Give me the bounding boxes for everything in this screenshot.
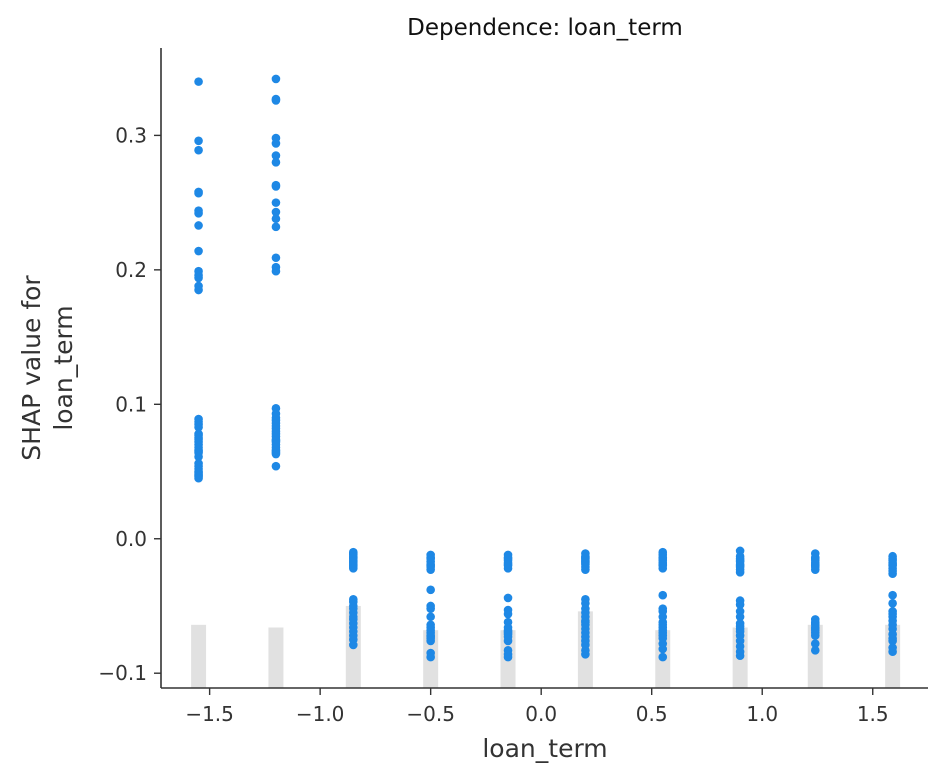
y-axis-ticks: −0.1 0.0 0.1 0.2 0.3 <box>98 123 161 685</box>
scatter-point <box>581 553 590 562</box>
scatter-point <box>271 222 281 232</box>
scatter-point <box>503 636 513 646</box>
histogram-layer <box>191 605 901 688</box>
scatter-point <box>735 600 745 609</box>
scatter-point <box>810 554 820 564</box>
y-axis-label-line-2: loan_term <box>49 305 78 430</box>
scatter-point <box>888 598 897 608</box>
scatter-point <box>271 253 281 263</box>
scatter-point <box>888 609 897 619</box>
scatter-point <box>194 221 203 230</box>
scatter-point <box>735 568 745 577</box>
x-tick-label: −1.0 <box>296 702 345 726</box>
scatter-point <box>810 624 820 634</box>
scatter-point <box>810 639 820 648</box>
scatter-point <box>735 612 745 622</box>
scatter-point <box>888 636 897 646</box>
scatter-point <box>271 266 281 276</box>
scatter-point <box>735 621 745 631</box>
y-tick-label: −0.1 <box>98 661 147 685</box>
scatter-point <box>271 151 281 160</box>
points-layer <box>194 74 897 662</box>
scatter-point <box>194 77 203 86</box>
histogram-bar <box>191 624 207 688</box>
scatter-point <box>888 629 897 639</box>
scatter-point <box>503 652 513 662</box>
scatter-point <box>503 593 513 603</box>
y-tick-label: 0.3 <box>115 123 147 147</box>
scatter-point <box>581 650 590 659</box>
scatter-point <box>271 198 281 207</box>
histogram-bar <box>807 624 823 688</box>
scatter-point <box>194 473 203 483</box>
scatter-point <box>658 633 668 643</box>
scatter-point <box>426 585 435 595</box>
x-axis-label: loan_term <box>482 734 607 763</box>
scatter-point <box>735 561 745 570</box>
y-tick-label: 0.0 <box>115 527 147 551</box>
scatter-point <box>349 564 358 573</box>
y-axis-label: SHAP value for loan_term <box>17 275 78 461</box>
scatter-point <box>658 652 668 662</box>
scatter-point <box>194 285 203 295</box>
scatter-point <box>194 145 203 155</box>
scatter-point <box>581 565 590 574</box>
y-axis-label-line-1: SHAP value for <box>17 275 46 461</box>
scatter-point <box>194 246 203 256</box>
scatter-point <box>271 214 281 224</box>
scatter-point <box>271 96 281 105</box>
scatter-point <box>503 560 513 569</box>
scatter-point <box>349 640 358 650</box>
chart-title: Dependence: loan_term <box>407 15 683 41</box>
histogram-bar <box>268 627 284 688</box>
scatter-point <box>426 652 435 662</box>
scatter-point <box>503 609 513 619</box>
scatter-point <box>271 182 281 191</box>
scatter-point <box>271 139 281 148</box>
scatter-point <box>888 560 897 569</box>
scatter-point <box>888 647 897 656</box>
x-tick-label: 1.0 <box>746 702 778 726</box>
scatter-point <box>271 461 281 471</box>
scatter-point <box>810 646 820 655</box>
scatter-point <box>658 644 668 654</box>
scatter-point <box>194 273 203 283</box>
scatter-point <box>503 628 513 638</box>
scatter-point <box>194 209 203 218</box>
scatter-point <box>658 590 668 600</box>
scatter-point <box>581 617 590 627</box>
scatter-point <box>271 207 281 217</box>
scatter-point <box>271 74 281 84</box>
x-tick-label: 0.5 <box>636 702 668 726</box>
scatter-point <box>194 188 203 198</box>
scatter-point <box>194 136 203 146</box>
y-tick-label: 0.1 <box>115 392 147 416</box>
scatter-point <box>194 452 203 462</box>
x-axis-ticks: −1.5 −1.0 −0.5 0.0 0.5 1.0 1.5 <box>185 688 889 726</box>
scatter-point <box>194 422 203 432</box>
scatter-point <box>888 590 897 600</box>
scatter-point <box>426 561 435 570</box>
scatter-point <box>810 631 820 640</box>
scatter-point <box>426 612 435 622</box>
x-tick-label: 1.5 <box>857 702 889 726</box>
scatter-point <box>426 632 435 642</box>
scatter-point <box>810 561 820 570</box>
scatter-point <box>271 449 281 459</box>
x-tick-label: −0.5 <box>406 702 455 726</box>
y-tick-label: 0.2 <box>115 258 147 282</box>
scatter-point <box>658 620 668 630</box>
scatter-point <box>426 553 435 562</box>
x-tick-label: −1.5 <box>185 702 234 726</box>
scatter-point <box>271 157 281 167</box>
scatter-point <box>888 569 897 579</box>
x-tick-label: 0.0 <box>525 702 557 726</box>
scatter-point <box>658 560 668 569</box>
scatter-point <box>426 604 435 613</box>
scatter-point <box>735 651 745 661</box>
